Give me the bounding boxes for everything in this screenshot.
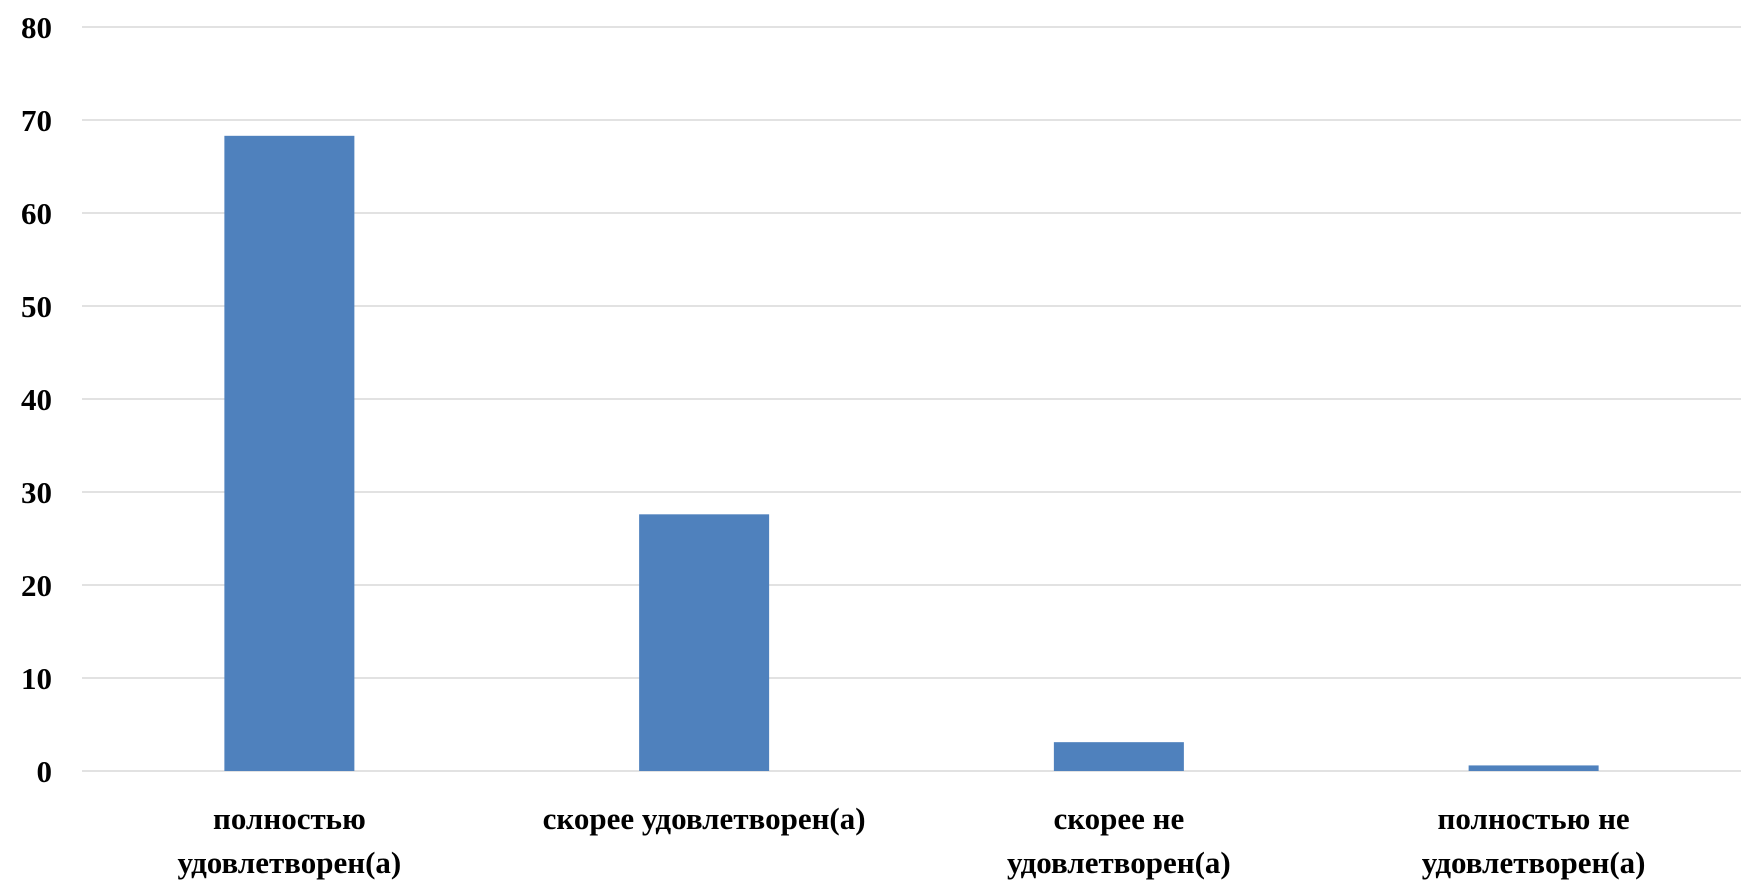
y-tick-label: 70 xyxy=(21,103,52,138)
x-category-label-line: скорее не xyxy=(1053,801,1184,836)
y-tick-label: 60 xyxy=(21,196,52,231)
y-tick-label: 50 xyxy=(21,289,52,324)
bars xyxy=(224,136,1598,771)
bar-3 xyxy=(1054,742,1184,771)
x-category-label-line: удовлетворен(а) xyxy=(178,845,402,880)
x-category-label: полностью не удовлетворен(а) xyxy=(1422,801,1646,880)
y-tick-label: 0 xyxy=(37,754,53,789)
y-tick-label: 40 xyxy=(21,382,52,417)
x-category-label-line: скорее удовлетворен(а) xyxy=(543,801,866,836)
y-tick-label: 20 xyxy=(21,568,52,603)
y-axis-tick-labels: 0 10 20 30 40 50 60 70 80 xyxy=(21,10,52,789)
bar-4 xyxy=(1469,765,1599,771)
y-tick-label: 10 xyxy=(21,661,52,696)
x-category-label: скорее не удовлетворен(а) xyxy=(1007,801,1231,880)
x-category-label-line: полностью xyxy=(213,801,366,836)
bar-1 xyxy=(224,136,354,771)
x-category-label-line: удовлетворен(а) xyxy=(1422,845,1646,880)
bar-2 xyxy=(639,514,769,771)
x-category-label: полностью удовлетворен(а) xyxy=(178,801,402,880)
x-category-label-line: удовлетворен(а) xyxy=(1007,845,1231,880)
x-axis-category-labels: полностью удовлетворен(а) скорее удовлетво… xyxy=(178,801,1646,880)
x-category-label-line: полностью не xyxy=(1438,801,1630,836)
y-tick-label: 30 xyxy=(21,475,52,510)
y-tick-label: 80 xyxy=(21,10,52,45)
x-category-label: скорее удовлетворен(а) xyxy=(543,801,866,836)
